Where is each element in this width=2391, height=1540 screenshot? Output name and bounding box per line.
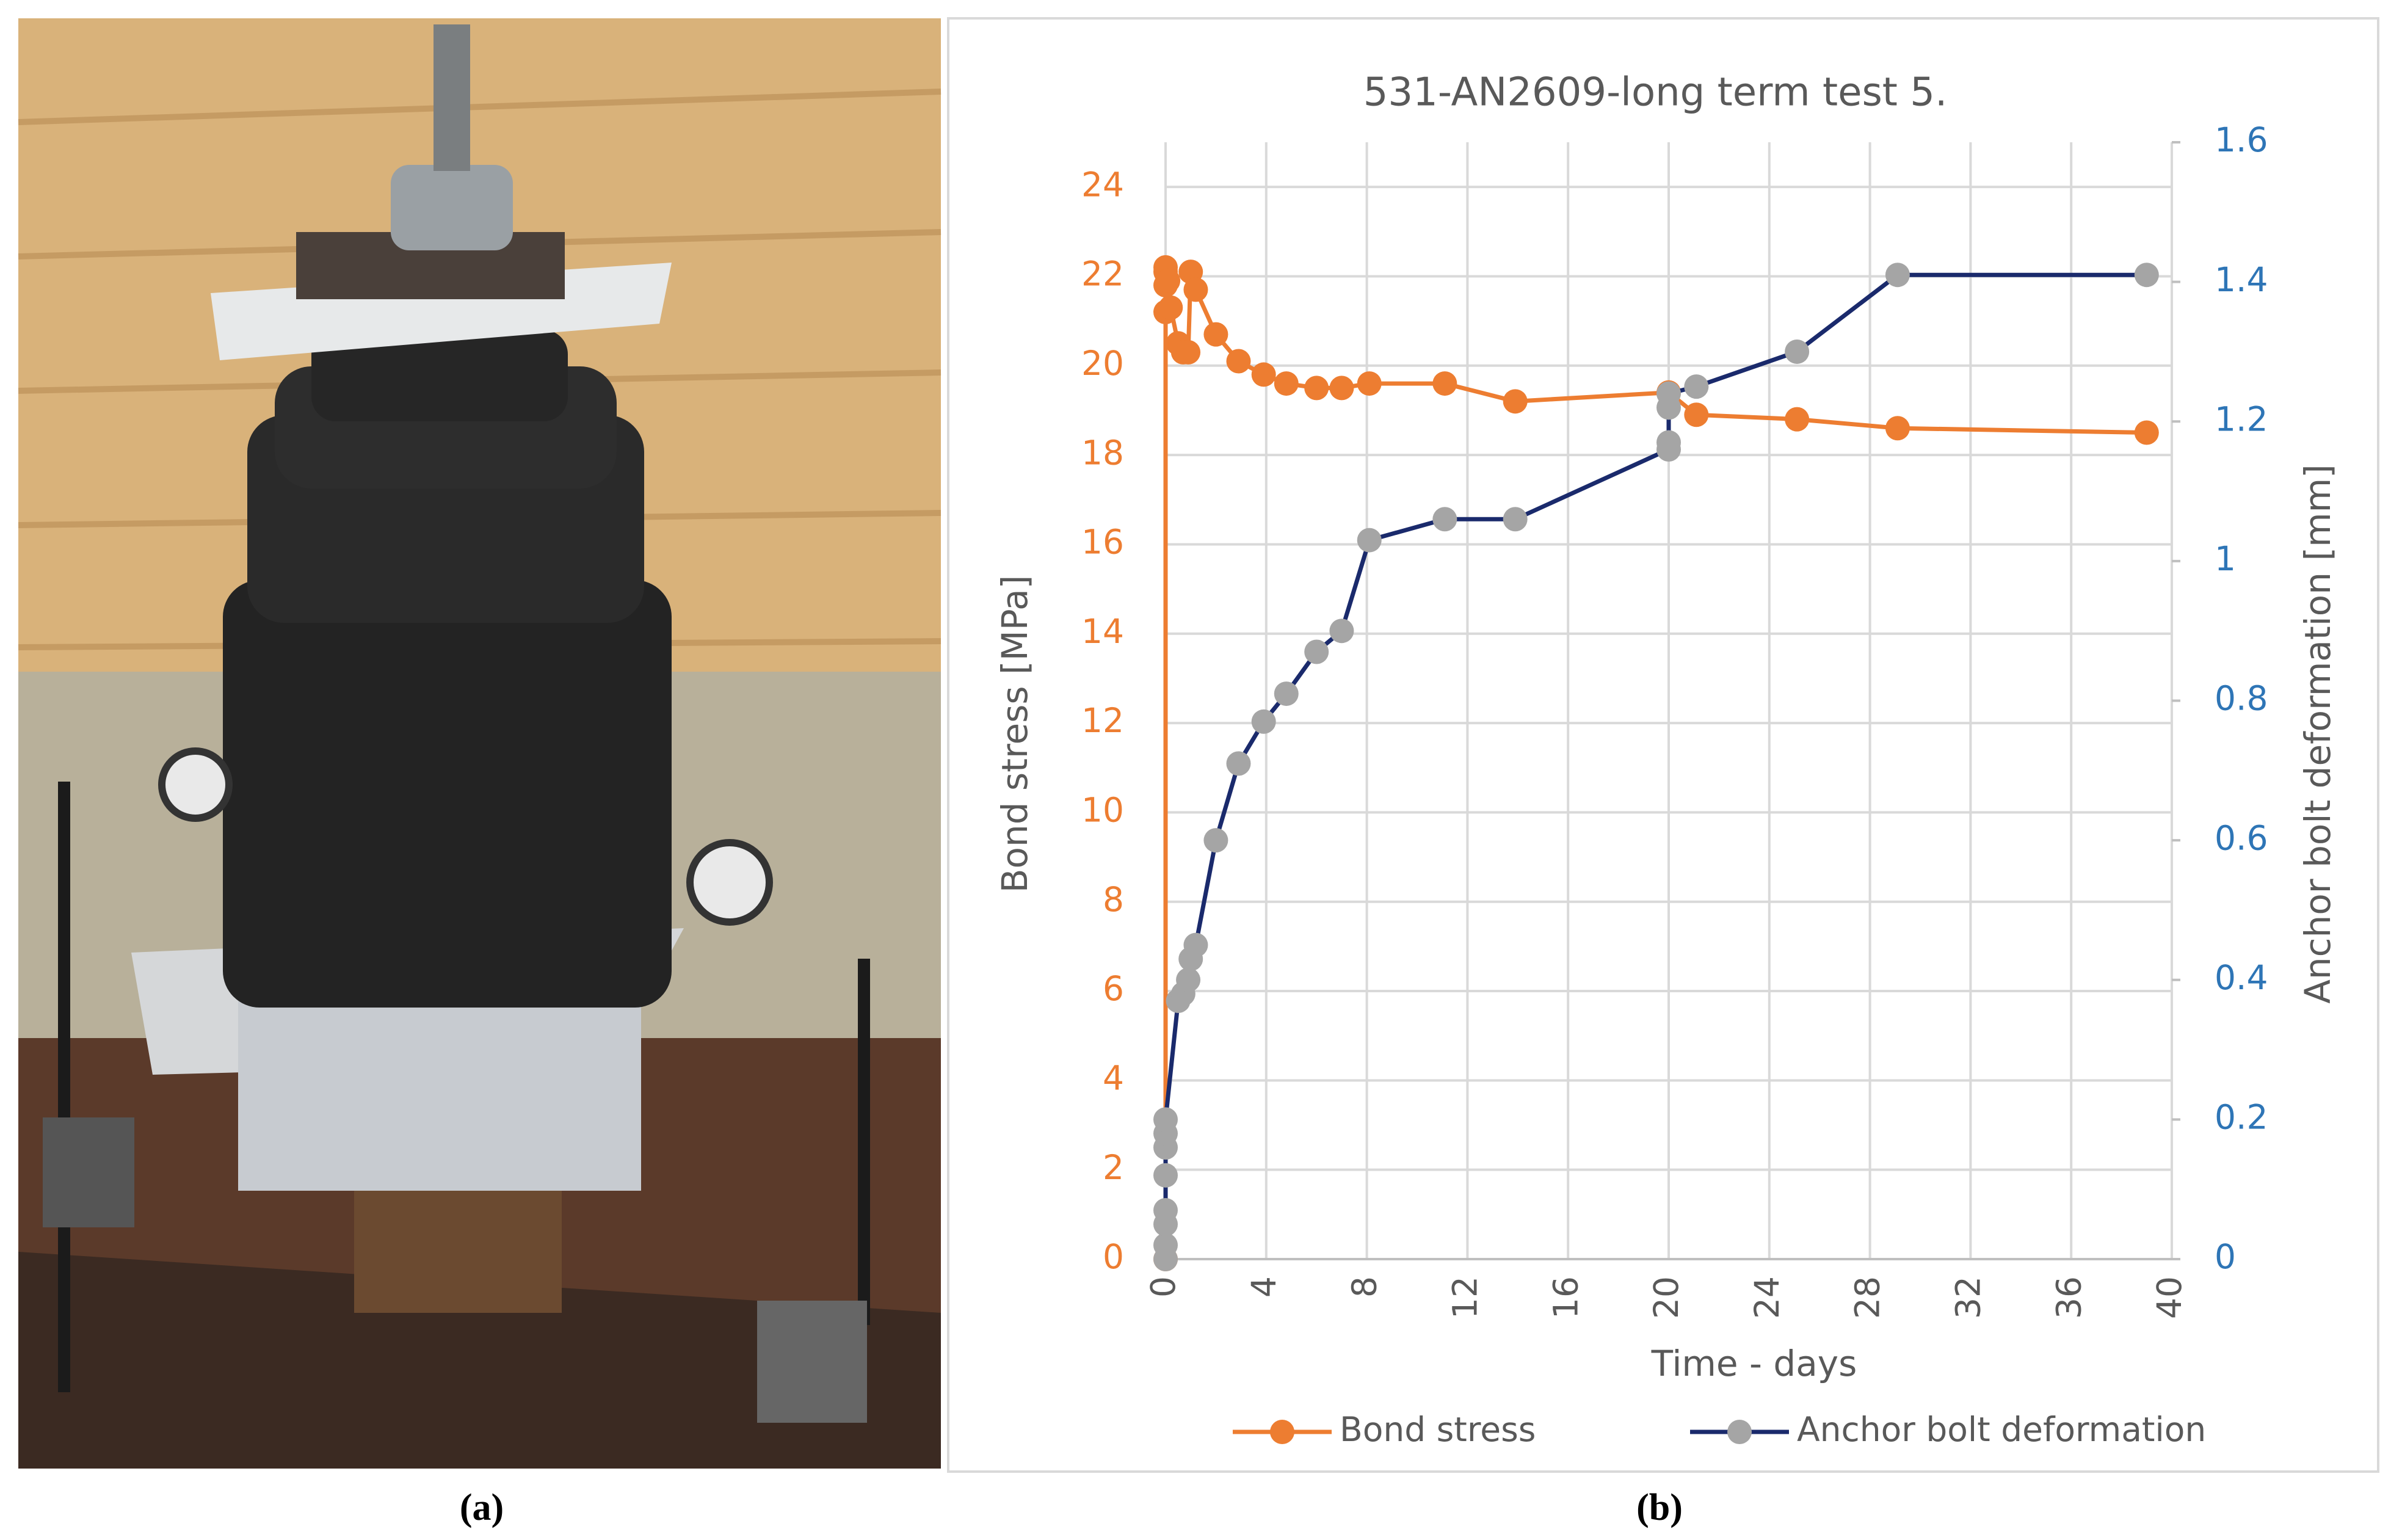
legend-marker [1270,1420,1294,1444]
data-point [1203,322,1228,347]
data-point [1656,381,1681,406]
data-point [1329,619,1354,644]
x-tick-label: 40 [2150,1276,2189,1319]
data-point [1503,389,1528,414]
caption: (a) [460,1487,504,1528]
data-point [1304,639,1329,664]
data-point [2134,263,2159,288]
data-point [1176,340,1201,365]
data-point [1158,295,1183,320]
y-tick-label: 0 [1103,1237,1124,1276]
x-tick-label: 24 [1747,1276,1787,1319]
data-point [1251,362,1276,387]
data-point [1183,932,1208,957]
data-point [1432,507,1457,532]
chart-title: 531-AN2609-long term test 5. [1363,70,1948,115]
x-tick-label: 36 [2049,1276,2088,1319]
y-tick-label: 12 [1081,701,1124,740]
data-point [1684,402,1709,427]
data-point [1274,371,1299,396]
data-point [1656,430,1681,455]
y2-tick-label: 0.4 [2215,958,2268,997]
data-point [1885,263,1910,288]
y-tick-label: 14 [1081,612,1124,651]
y2-tick-label: 1.4 [2215,260,2268,299]
caption: (b) [1636,1487,1683,1528]
x-tick-label: 0 [1144,1276,1183,1298]
y-tick-label: 2 [1103,1148,1124,1187]
data-point [1785,339,1810,364]
y2-axis-title: Anchor bolt deformation [mm] [2297,464,2338,1004]
data-point [1357,371,1382,396]
data-point [1304,376,1329,401]
x-tick-label: 8 [1345,1276,1384,1298]
data-point [1684,374,1709,399]
y2-tick-label: 1 [2215,539,2236,578]
y2-tick-label: 0.2 [2215,1098,2268,1137]
data-point [1785,407,1810,432]
y-tick-label: 4 [1103,1059,1124,1098]
data-point [1153,1233,1178,1258]
data-point [1153,1107,1178,1132]
y-tick-label: 18 [1081,433,1124,472]
x-tick-label: 32 [1949,1276,1988,1319]
data-point [1251,709,1276,734]
data-point [1226,349,1251,374]
legend-marker [1727,1420,1752,1444]
y-tick-label: 6 [1103,969,1124,1008]
legend-label: Anchor bolt deformation [1797,1410,2206,1449]
data-point [1329,376,1354,401]
data-point [1156,268,1181,293]
y2-tick-label: 1.2 [2215,399,2268,438]
y-tick-label: 20 [1081,344,1124,383]
y2-tick-label: 0 [2215,1237,2236,1276]
data-point [1153,1197,1178,1222]
x-axis-title: Time - days [1651,1343,1857,1384]
data-point [1183,277,1208,302]
x-tick-label: 16 [1546,1276,1585,1319]
x-tick-label: 28 [1848,1276,1887,1319]
data-point [1503,507,1528,532]
x-tick-label: 20 [1647,1276,1686,1319]
data-point [1153,1163,1178,1188]
data-point [2134,420,2159,445]
legend-label: Bond stress [1340,1410,1536,1449]
y2-tick-label: 0.8 [2215,679,2268,718]
data-point [1274,681,1299,706]
y-axis-title: Bond stress [MPa] [994,575,1036,893]
data-point [1357,528,1382,553]
y-tick-label: 8 [1103,880,1124,919]
y-tick-label: 16 [1081,523,1124,562]
data-point [1432,371,1457,396]
y-tick-label: 22 [1081,255,1124,294]
y2-tick-label: 1.6 [2215,120,2268,159]
y-tick-label: 24 [1081,165,1124,204]
data-point [1226,751,1251,776]
y2-tick-label: 0.6 [2215,818,2268,857]
photo [18,18,942,1469]
y-tick-label: 10 [1081,791,1124,830]
data-point [1203,828,1228,853]
data-point [1885,416,1910,441]
x-tick-label: 4 [1244,1276,1283,1298]
data-point [1176,967,1201,992]
x-tick-label: 12 [1446,1276,1485,1319]
